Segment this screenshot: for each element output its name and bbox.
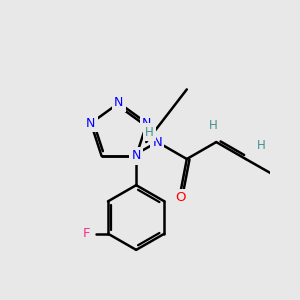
Text: F: F (82, 227, 90, 240)
Text: N: N (142, 117, 152, 130)
Text: O: O (176, 191, 186, 204)
Text: H: H (257, 139, 266, 152)
Text: N: N (131, 149, 141, 162)
Text: N: N (152, 136, 162, 148)
Text: N: N (86, 117, 96, 130)
Text: H: H (209, 118, 218, 132)
Text: N: N (114, 97, 124, 110)
Text: H: H (145, 126, 154, 139)
